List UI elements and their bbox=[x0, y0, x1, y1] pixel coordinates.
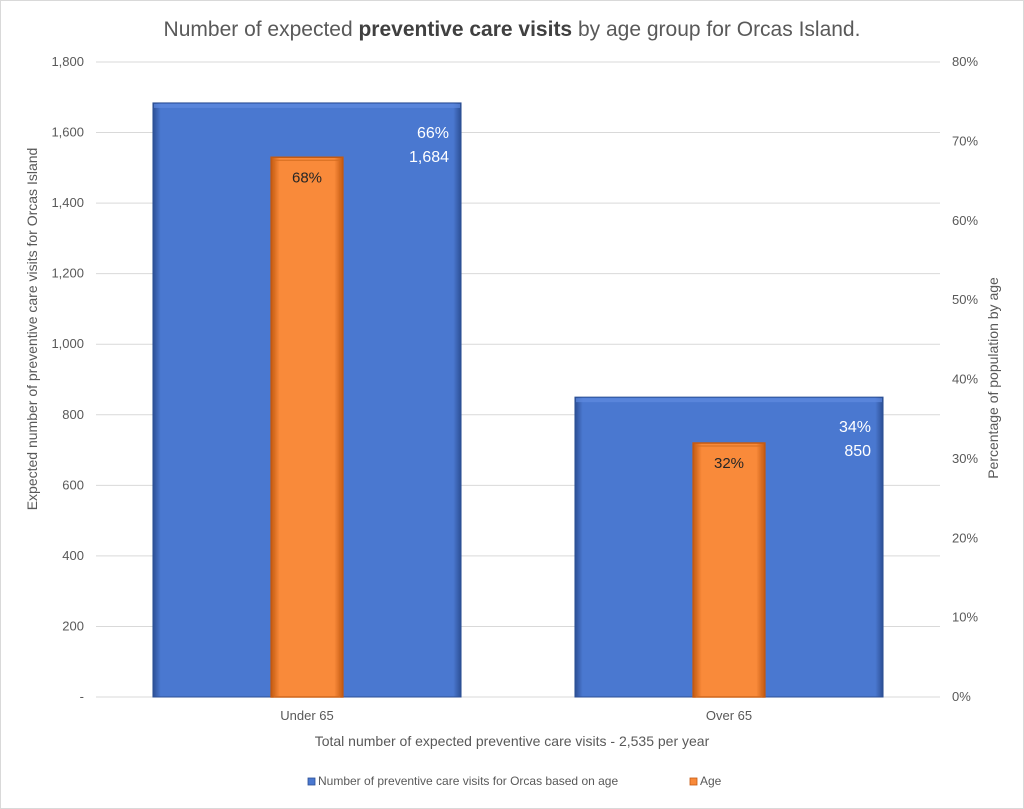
x-axis-title: Total number of expected preventive care… bbox=[315, 733, 710, 749]
legend-label-visits: Number of preventive care visits for Orc… bbox=[318, 774, 618, 788]
y-tick-label-left: 1,800 bbox=[51, 54, 84, 69]
y-tick-label-left: 400 bbox=[62, 548, 84, 563]
x-tick-label: Over 65 bbox=[706, 708, 752, 723]
y-tick-label-right: 20% bbox=[952, 530, 978, 545]
y-tick-label-right: 40% bbox=[952, 372, 978, 387]
y-tick-label-right: 80% bbox=[952, 54, 978, 69]
y-tick-label-left: 1,400 bbox=[51, 195, 84, 210]
chart-title-part-2: preventive care visits bbox=[358, 18, 572, 41]
y-tick-label-left: 200 bbox=[62, 618, 84, 633]
y-tick-label-right: 10% bbox=[952, 610, 978, 625]
y-tick-label-right: 60% bbox=[952, 213, 978, 228]
legend-label-age: Age bbox=[700, 774, 722, 788]
bar-age bbox=[270, 156, 344, 698]
y-axis-title-left: Expected number of preventive care visit… bbox=[24, 148, 40, 511]
y-tick-label-left: - bbox=[80, 689, 84, 704]
bar-visits-bevel bbox=[153, 103, 461, 108]
y-tick-label-right: 30% bbox=[952, 451, 978, 466]
legend-swatch-visits bbox=[307, 777, 316, 786]
chart-title-part-1: Number of expected bbox=[164, 18, 359, 41]
data-labels: 66% 1,684 68% 34% 850 32% bbox=[292, 125, 871, 472]
data-label-visits-count: 1,684 bbox=[409, 149, 449, 166]
data-label-age: 68% bbox=[292, 169, 322, 186]
bar-visits-bevel bbox=[575, 398, 883, 403]
data-label-age: 32% bbox=[714, 455, 744, 472]
y-tick-label-right: 70% bbox=[952, 133, 978, 148]
axis-ticks: - 200 400 600 800 1,000 1,200 1,400 1,600 1,800 0%… bbox=[51, 54, 978, 723]
y-tick-label-left: 1,600 bbox=[51, 125, 84, 140]
y-tick-label-right: 50% bbox=[952, 292, 978, 307]
bar-age-inner bbox=[695, 445, 763, 698]
y-tick-label-left: 1,000 bbox=[51, 336, 84, 351]
bars bbox=[152, 102, 884, 698]
data-label-visits-percent: 66% bbox=[417, 125, 449, 142]
y-tick-label-left: 1,200 bbox=[51, 266, 84, 281]
y-tick-label-left: 600 bbox=[62, 477, 84, 492]
legend: Number of preventive care visits for Orc… bbox=[307, 774, 722, 788]
bar-age-inner bbox=[273, 159, 341, 698]
data-label-visits-count: 850 bbox=[844, 443, 871, 460]
legend-swatch-age bbox=[689, 777, 698, 786]
data-label-visits-percent: 34% bbox=[839, 419, 871, 436]
chart-title: Number of expected preventive care visit… bbox=[164, 18, 861, 41]
y-tick-label-left: 800 bbox=[62, 407, 84, 422]
y-axis-title-right: Percentage of population by age bbox=[985, 277, 1001, 479]
y-tick-label-right: 0% bbox=[952, 689, 971, 704]
x-tick-label: Under 65 bbox=[280, 708, 333, 723]
chart-title-part-3: by age group for Orcas Island. bbox=[572, 18, 860, 41]
bar-age bbox=[692, 442, 766, 698]
